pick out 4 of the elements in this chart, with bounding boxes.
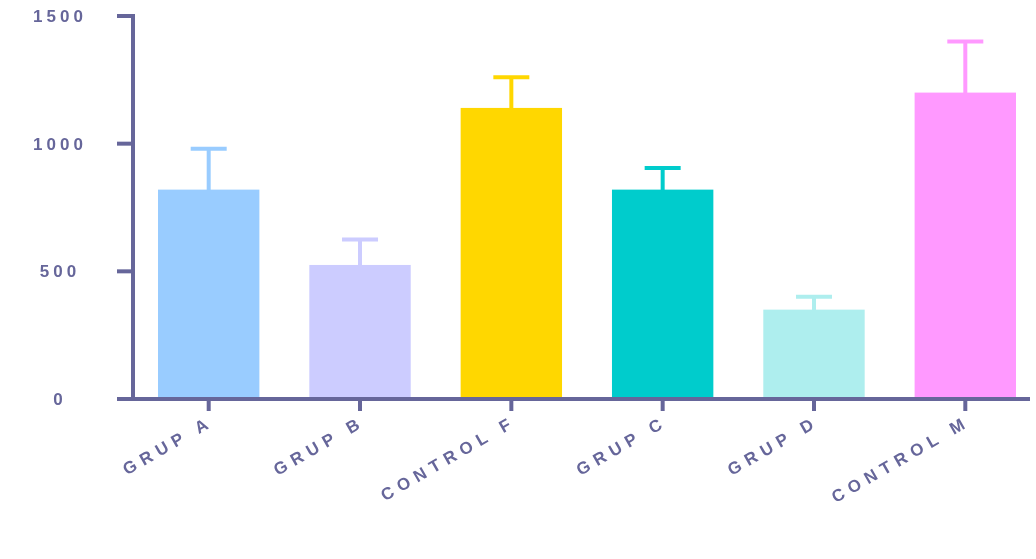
y-tick-label: 0	[53, 389, 67, 409]
y-tick-label: 500	[39, 262, 81, 282]
y-tick-label: 1000	[33, 134, 87, 154]
y-tick-label: 1500	[33, 6, 87, 26]
